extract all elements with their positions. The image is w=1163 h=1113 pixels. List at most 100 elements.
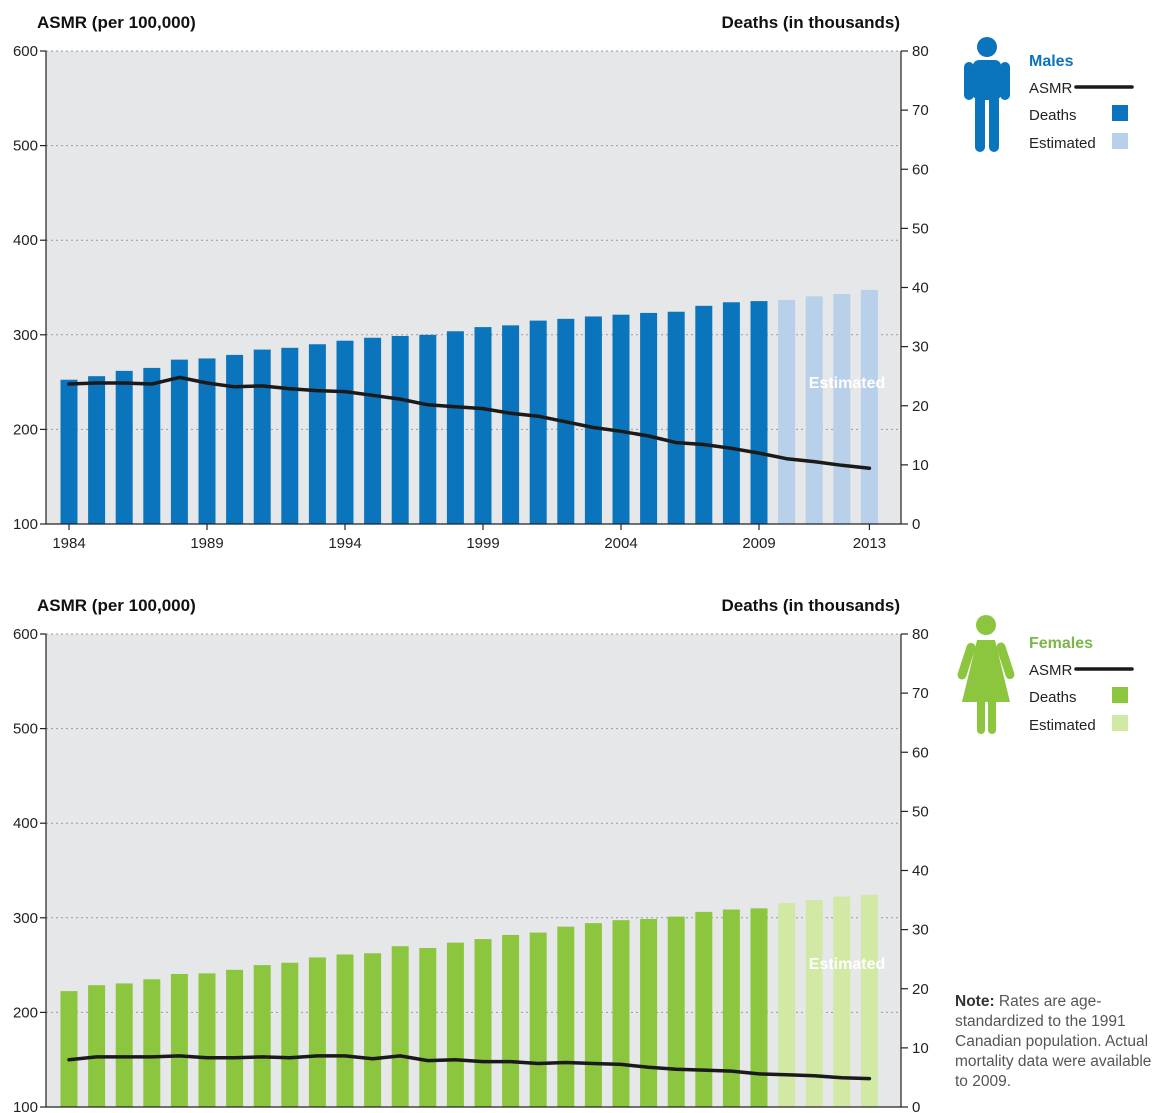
males-legend-title: Males (1029, 53, 1074, 70)
males-bar-1997 (419, 334, 437, 524)
females-bar-2012 (833, 896, 851, 1107)
males-bar-2004 (612, 314, 630, 524)
females-bar-1984 (60, 991, 78, 1107)
females-left-ticks: 100 200 300 400 500 600 (13, 626, 46, 1113)
males-right-tick-label: 40 (912, 280, 929, 297)
males-right-tick-label: 0 (912, 516, 920, 533)
males-right-tick-label: 80 (912, 43, 929, 60)
males-bar-1994 (336, 340, 354, 524)
males-bar-2000 (502, 325, 520, 524)
females-right-tick-label: 50 (912, 803, 929, 820)
males-chart: Estimated 100 200 300 400 500 600 0 10 20 30 40 50… (13, 13, 1134, 552)
males-x-tick-label: 2004 (604, 535, 637, 552)
females-bar-2007 (695, 911, 713, 1107)
females-right-tick-label: 40 (912, 863, 929, 880)
males-bar-2009 (750, 301, 768, 524)
males-x-ticks: 1984 1989 1994 1999 2004 2009 2013 (52, 524, 886, 552)
females-asmr-line (67, 1054, 872, 1081)
females-left-tick-label: 200 (13, 1004, 38, 1021)
males-left-tick-label: 100 (13, 516, 38, 533)
females-right-tick-label: 60 (912, 744, 929, 761)
females-right-axis-title: Deaths (in thousands) (721, 596, 900, 615)
males-x-tick-label: 2009 (742, 535, 775, 552)
females-chart: Estimated 100 200 300 400 500 600 0 10 20 30 40 50… (13, 596, 1134, 1113)
females-bar-1999 (474, 939, 492, 1107)
males-legend-deaths-swatch (1112, 105, 1128, 121)
males-x-tick-label: 2013 (853, 535, 886, 552)
males-left-tick-label: 400 (13, 232, 38, 249)
females-bar-2004 (612, 920, 630, 1107)
males-bar-1991 (253, 349, 271, 524)
males-bar-1992 (281, 347, 299, 524)
females-right-tick-label: 0 (912, 1099, 920, 1113)
females-bar-2013 (860, 894, 878, 1107)
males-bar-2003 (584, 316, 602, 524)
males-legend-estimated-swatch (1112, 133, 1128, 149)
males-left-tick-label: 500 (13, 138, 38, 155)
male-person-icon (964, 37, 1010, 152)
males-left-tick-label: 300 (13, 327, 38, 344)
females-deaths-bars (60, 894, 878, 1107)
females-legend-estimated-swatch (1112, 715, 1128, 731)
females-legend-asmr: ASMR (1029, 662, 1073, 679)
females-bar-1988 (170, 973, 188, 1107)
males-bar-1999 (474, 327, 492, 524)
chart-note: Note: Rates are age-standardized to the … (955, 992, 1160, 1092)
males-bar-1986 (115, 370, 133, 524)
females-right-tick-label: 10 (912, 1040, 929, 1057)
males-bar-2001 (529, 320, 547, 524)
males-right-tick-label: 70 (912, 102, 929, 119)
males-legend-estimated: Estimated (1029, 135, 1096, 152)
males-bar-2011 (805, 296, 823, 524)
males-right-tick-label: 10 (912, 457, 929, 474)
females-legend-estimated: Estimated (1029, 717, 1096, 734)
males-right-axis-title: Deaths (in thousands) (721, 13, 900, 32)
males-bar-1989 (198, 358, 216, 524)
females-bar-1989 (198, 973, 216, 1107)
males-right-tick-label: 50 (912, 220, 929, 237)
males-x-tick-label: 1984 (52, 535, 85, 552)
males-x-tick-label: 1999 (466, 535, 499, 552)
males-x-tick-label: 1989 (190, 535, 223, 552)
females-bar-2005 (640, 918, 658, 1107)
males-bar-1987 (143, 367, 161, 524)
females-bar-1998 (446, 942, 464, 1107)
males-right-tick-label: 20 (912, 398, 929, 415)
males-bar-1995 (364, 337, 382, 524)
females-bar-2002 (557, 926, 575, 1107)
females-bar-2009 (750, 908, 768, 1107)
females-bar-2006 (667, 916, 685, 1107)
males-bar-1993 (308, 344, 326, 524)
males-x-tick-label: 1994 (328, 535, 361, 552)
females-left-tick-label: 600 (13, 626, 38, 643)
males-legend-deaths: Deaths (1029, 107, 1077, 124)
females-bar-1996 (391, 946, 409, 1107)
males-left-axis-title: ASMR (per 100,000) (37, 13, 196, 32)
males-estimated-annotation: Estimated (809, 375, 885, 392)
female-person-icon (957, 615, 1015, 734)
males-asmr-line (67, 375, 872, 470)
females-bar-2008 (722, 909, 740, 1107)
females-legend-deaths-swatch (1112, 687, 1128, 703)
females-bar-2011 (805, 900, 823, 1107)
females-bar-1994 (336, 954, 354, 1107)
males-bar-2006 (667, 311, 685, 524)
females-right-tick-label: 70 (912, 685, 929, 702)
males-bar-2008 (722, 302, 740, 524)
females-bar-2000 (502, 934, 520, 1107)
females-right-tick-label: 80 (912, 626, 929, 643)
females-left-tick-label: 500 (13, 721, 38, 738)
females-right-tick-label: 30 (912, 922, 929, 939)
females-bar-1990 (226, 969, 244, 1107)
note-label: Note: (955, 993, 995, 1010)
males-bar-1988 (170, 359, 188, 524)
females-bar-2001 (529, 932, 547, 1107)
males-bar-2010 (778, 299, 796, 524)
females-estimated-annotation: Estimated (809, 956, 885, 973)
females-bar-1985 (88, 985, 106, 1107)
males-left-tick-label: 200 (13, 421, 38, 438)
females-left-tick-label: 400 (13, 815, 38, 832)
males-bar-1984 (60, 379, 78, 524)
females-right-ticks: 0 10 20 30 40 50 60 70 80 (901, 626, 929, 1113)
